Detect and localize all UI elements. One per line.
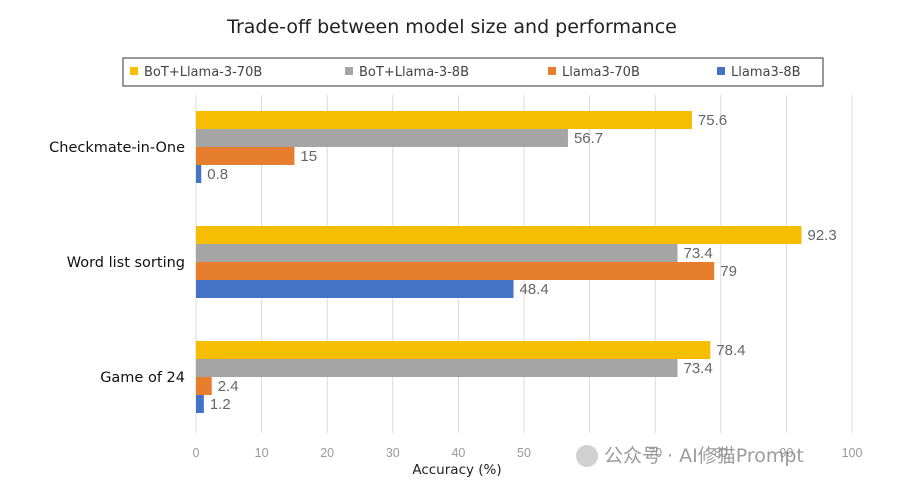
x-tick-label: 90	[779, 446, 793, 460]
bar	[196, 395, 204, 413]
data-label: 75.6	[698, 112, 727, 129]
category-label: Word list sorting	[67, 255, 185, 271]
bar	[196, 129, 568, 147]
bar	[196, 377, 212, 395]
legend-swatch	[717, 67, 725, 75]
x-tick-label: 70	[648, 446, 662, 460]
legend-swatch	[548, 67, 556, 75]
data-label: 15	[300, 148, 317, 165]
data-label: 56.7	[574, 130, 603, 147]
watermark-logo-icon	[576, 445, 598, 467]
legend-label: Llama3-70B	[562, 65, 640, 80]
bar	[196, 147, 295, 165]
category-label: Game of 24	[100, 370, 185, 386]
x-tick-label: 50	[517, 446, 531, 460]
data-label: 48.4	[520, 281, 549, 298]
bar	[196, 262, 715, 280]
data-label: 92.3	[807, 227, 836, 244]
bar	[196, 244, 678, 262]
legend-swatch	[130, 67, 138, 75]
bar	[196, 280, 514, 298]
legend-label: BoT+Llama-3-8B	[359, 65, 469, 80]
bars	[196, 111, 802, 413]
category-labels: Checkmate-in-One Word list sorting Game of…	[49, 140, 185, 386]
x-tick-label: 0	[193, 446, 200, 460]
x-tick-label: 30	[386, 446, 400, 460]
bar	[196, 226, 802, 244]
x-tick-label: 20	[320, 446, 334, 460]
bar	[196, 111, 692, 129]
data-label: 1.2	[210, 396, 231, 413]
bar	[196, 359, 678, 377]
legend: BoT+Llama-3-70B BoT+Llama-3-8B Llama3-70B L…	[122, 57, 824, 87]
bar	[196, 341, 711, 359]
x-tick-label: 80	[714, 446, 728, 460]
data-labels: 75.656.7150.892.373.47948.478.473.42.41.…	[207, 112, 836, 413]
data-label: 79	[720, 263, 737, 280]
legend-label: BoT+Llama-3-70B	[144, 65, 262, 80]
watermark-text: 公众号 · AI修猫Prompt	[604, 445, 804, 467]
category-label: Checkmate-in-One	[49, 140, 185, 156]
data-label: 73.4	[684, 245, 713, 262]
legend-frame	[122, 57, 824, 87]
data-label: 0.8	[207, 166, 228, 183]
legend-label: Llama3-8B	[731, 65, 801, 80]
chart-title: Trade-off between model size and perform…	[226, 16, 677, 38]
data-label: 78.4	[716, 342, 745, 359]
x-tick-label: 100	[842, 446, 863, 460]
data-label: 73.4	[684, 360, 713, 377]
x-tick-label: 10	[255, 446, 269, 460]
bar	[196, 165, 202, 183]
data-label: 2.4	[218, 378, 239, 395]
x-tick-label: 40	[451, 446, 465, 460]
x-axis-label: Accuracy (%)	[412, 462, 501, 478]
legend-swatch	[345, 67, 353, 75]
